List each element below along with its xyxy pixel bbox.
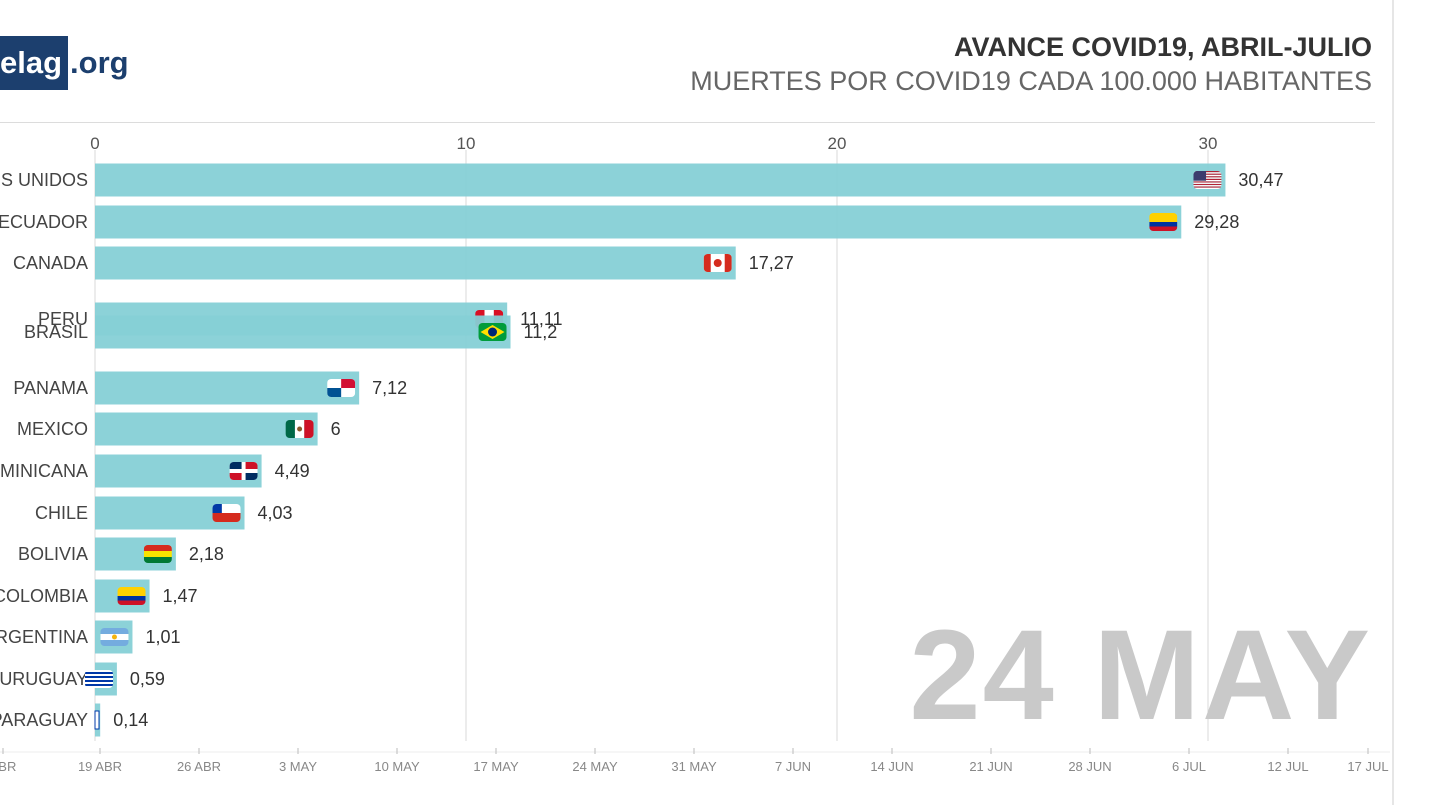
- chart-title: AVANCE COVID19, ABRIL-JULIO: [953, 32, 1372, 62]
- value-label: 6: [331, 419, 341, 439]
- category-label: URUGUAY: [0, 669, 88, 689]
- bar-row-uruguay: URUGUAY 0,59: [0, 662, 165, 696]
- timeline-label: 6 JUL: [1172, 759, 1206, 774]
- value-label: 0,59: [130, 669, 165, 689]
- logo-suffix-text: .org: [70, 45, 129, 80]
- mexico-flag-icon: [285, 420, 314, 438]
- logo: elag .org: [0, 36, 129, 90]
- bar-row-panama: PANAMA 7,12: [13, 371, 407, 405]
- value-label: 30,47: [1238, 170, 1283, 190]
- frame-border: [1392, 0, 1394, 805]
- timeline-label: 21 JUN: [969, 759, 1012, 774]
- value-label: 1,47: [163, 586, 198, 606]
- category-label: CHILE: [35, 503, 88, 523]
- bar-row-ecuador: ECUADOR 29,28: [0, 205, 1239, 239]
- bar-row-canada: CANADA 17,27: [13, 246, 794, 280]
- paraguay-flag-icon: [94, 710, 100, 730]
- timeline-label: 7 JUN: [775, 759, 811, 774]
- brazil-flag-icon: [478, 323, 507, 341]
- timeline-label: 10 MAY: [374, 759, 420, 774]
- value-label: 1,01: [145, 627, 180, 647]
- category-label: RGENTINA: [0, 627, 88, 647]
- uruguay-flag-icon: [85, 670, 113, 688]
- bar-row-colombia: COLOMBIA 1,47: [0, 579, 198, 613]
- value-label: 0,14: [113, 710, 148, 730]
- ecuador-flag-icon: [1149, 213, 1178, 231]
- bar: [95, 163, 1226, 197]
- usa-flag-icon: [1193, 171, 1222, 189]
- bar: [95, 371, 360, 405]
- x-tick-label: 0: [90, 134, 99, 153]
- bar-row-usa: S UNIDOS 30,47: [1, 163, 1283, 197]
- category-label: PARAGUAY: [0, 710, 88, 730]
- value-label: 2,18: [189, 544, 224, 564]
- category-label: BOLIVIA: [18, 544, 88, 564]
- bar-row-dominican-republic: MINICANA 4,49: [0, 454, 310, 488]
- timeline-label: 3 MAY: [279, 759, 317, 774]
- bar: [95, 205, 1182, 239]
- value-label: 4,49: [275, 461, 310, 481]
- dominican-republic-flag-icon: [229, 462, 258, 480]
- bar-row-mexico: MEXICO 6: [17, 412, 341, 446]
- bar-row-chile: CHILE 4,03: [35, 496, 293, 530]
- bolivia-flag-icon: [143, 545, 172, 563]
- bar-chart: 0 10 20 30 S UNIDOS 30,47 ECUADOR 29,28 CANADA 17…: [0, 134, 1390, 774]
- colombia-flag-icon: [117, 587, 146, 605]
- x-tick-label: 10: [457, 134, 476, 153]
- bar-row-argentina: RGENTINA 1,01: [0, 620, 181, 654]
- x-tick-label: 30: [1199, 134, 1218, 153]
- category-label: BRASIL: [24, 322, 88, 342]
- date-watermark: 24 MAY: [909, 604, 1372, 747]
- timeline-label: 14 JUN: [870, 759, 913, 774]
- category-label: S UNIDOS: [1, 170, 88, 190]
- category-label: CANADA: [13, 253, 88, 273]
- timeline-label: ABR: [0, 759, 16, 774]
- category-label: MEXICO: [17, 419, 88, 439]
- timeline-label: 12 JUL: [1267, 759, 1308, 774]
- category-label: COLOMBIA: [0, 586, 88, 606]
- chile-flag-icon: [212, 504, 241, 522]
- header-divider: [0, 122, 1375, 123]
- canada-flag-icon: [703, 254, 732, 272]
- category-label: MINICANA: [0, 461, 88, 481]
- timeline-label: 28 JUN: [1068, 759, 1111, 774]
- value-label: 29,28: [1194, 212, 1239, 232]
- value-label: 11,2: [524, 322, 558, 342]
- timeline-label: 24 MAY: [572, 759, 618, 774]
- bar-row-brazil: BRASIL 11,2: [24, 315, 558, 349]
- chart-header: AVANCE COVID19, ABRIL-JULIO MUERTES POR …: [690, 30, 1372, 98]
- timeline-label: 31 MAY: [671, 759, 717, 774]
- argentina-flag-icon: [100, 628, 129, 646]
- category-label: PERU: [38, 309, 88, 329]
- value-label: 17,27: [749, 253, 794, 273]
- category-label: ECUADOR: [0, 212, 88, 232]
- bar-row-bolivia: BOLIVIA 2,18: [18, 537, 224, 571]
- category-label: PANAMA: [13, 378, 88, 398]
- chart-subtitle: MUERTES POR COVID19 CADA 100.000 HABITAN…: [690, 66, 1372, 96]
- timeline-label: 17 MAY: [473, 759, 519, 774]
- x-tick-label: 20: [828, 134, 847, 153]
- bar: [95, 246, 736, 280]
- bar-row-paraguay: PARAGUAY 0,14: [0, 703, 148, 737]
- logo-box-text: elag: [0, 36, 69, 90]
- value-label: 7,12: [372, 378, 407, 398]
- timeline-label: 19 ABR: [78, 759, 122, 774]
- panama-flag-icon: [327, 379, 356, 397]
- bar: [95, 412, 318, 446]
- timeline-label: 17 JUL: [1347, 759, 1388, 774]
- value-label: 4,03: [258, 503, 293, 523]
- timeline-label: 26 ABR: [177, 759, 221, 774]
- value-label: 11,11: [520, 309, 562, 329]
- bar: [95, 315, 511, 349]
